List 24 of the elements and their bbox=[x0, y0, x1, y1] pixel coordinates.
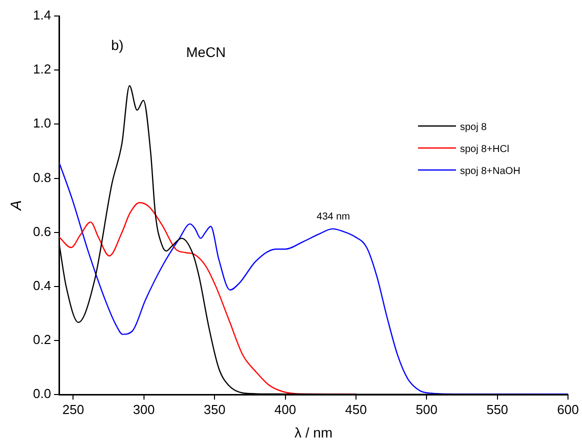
legend-label: spoj 8+NaOH bbox=[460, 166, 520, 177]
y-tick-label: 0.6 bbox=[32, 224, 52, 239]
x-tick-label: 400 bbox=[274, 402, 296, 417]
legend-label: spoj 8 bbox=[460, 122, 488, 133]
annotation: MeCN bbox=[186, 44, 226, 60]
y-tick-label: 1.0 bbox=[32, 116, 52, 131]
y-tick-label: 1.2 bbox=[32, 62, 52, 77]
y-tick-label: 1.4 bbox=[32, 8, 52, 23]
annotation: 434 nm bbox=[316, 212, 350, 223]
x-tick-label: 600 bbox=[557, 402, 579, 417]
x-tick-label: 300 bbox=[133, 402, 155, 417]
y-tick-label: 0.2 bbox=[32, 332, 52, 348]
y-tick-label: 0.0 bbox=[32, 386, 52, 402]
x-axis-title: λ / nm bbox=[294, 424, 333, 440]
y-tick-label: 0.8 bbox=[32, 170, 52, 185]
annotation: b) bbox=[111, 36, 124, 53]
x-tick-label: 250 bbox=[62, 402, 84, 417]
x-tick-label: 450 bbox=[345, 402, 367, 417]
x-tick-label: 350 bbox=[204, 402, 226, 417]
x-tick-label: 550 bbox=[486, 402, 508, 417]
y-tick-label: 0.4 bbox=[32, 278, 52, 294]
legend-label: spoj 8+HCl bbox=[460, 144, 510, 155]
x-tick-label: 500 bbox=[416, 402, 438, 417]
y-axis-title: A bbox=[8, 200, 26, 212]
